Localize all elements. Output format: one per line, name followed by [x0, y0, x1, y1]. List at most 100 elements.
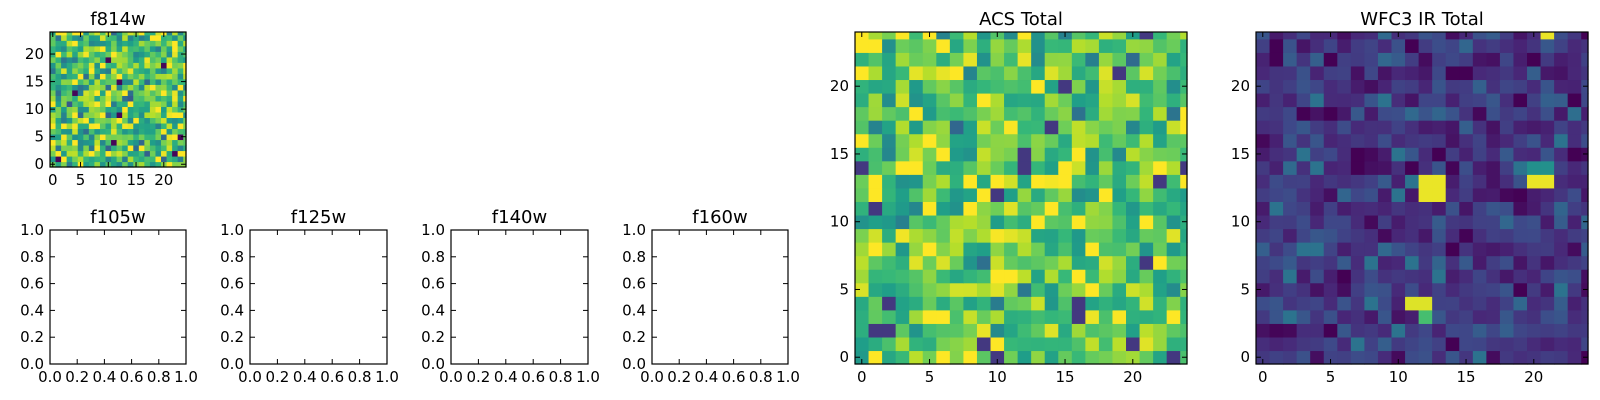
- heatmap-cell: [88, 51, 96, 58]
- heatmap-cell: [1499, 92, 1515, 108]
- heatmap-cell: [922, 296, 937, 311]
- heatmap-cell: [868, 269, 883, 284]
- y-tick-label: 10: [830, 213, 849, 231]
- heatmap-cell: [963, 52, 978, 67]
- heatmap-cell: [1581, 201, 1589, 216]
- heatmap-cell: [72, 161, 79, 168]
- heatmap-cell: [882, 92, 897, 108]
- heatmap-cell: [1418, 214, 1433, 230]
- heatmap-cell: [1031, 52, 1046, 67]
- heatmap-cell: [1166, 350, 1181, 365]
- heatmap-cell: [936, 174, 951, 189]
- heatmap-cell: [66, 133, 73, 141]
- heatmap-cell: [1513, 296, 1528, 311]
- heatmap-cell: [1337, 147, 1352, 162]
- heatmap-cell: [116, 139, 123, 146]
- heatmap-cell: [138, 133, 145, 141]
- heatmap-cell: [1180, 255, 1188, 270]
- x-tick-label: 20: [1524, 368, 1543, 386]
- heatmap-cell: [1044, 174, 1059, 189]
- heatmap-cell: [1166, 106, 1181, 121]
- heatmap-cell: [949, 187, 965, 202]
- heatmap-cell: [1153, 92, 1168, 108]
- heatmap-cell: [1153, 350, 1168, 365]
- heatmap-cell: [1112, 79, 1127, 94]
- heatmap-cell: [909, 282, 924, 297]
- heatmap-cell: [99, 122, 107, 130]
- heatmap-cell: [1139, 133, 1154, 148]
- heatmap-cell: [1296, 350, 1311, 365]
- heatmap-cell: [177, 84, 184, 91]
- heatmap-cell: [1180, 242, 1188, 257]
- heatmap-cell: [99, 32, 107, 36]
- heatmap-cell: [1296, 242, 1311, 257]
- heatmap-cell: [133, 51, 140, 58]
- heatmap-cell: [55, 34, 62, 41]
- heatmap-cell: [1513, 282, 1528, 297]
- heatmap-cell: [1405, 336, 1420, 352]
- heatmap-cell: [949, 174, 965, 189]
- heatmap-cell: [166, 51, 173, 58]
- heatmap-cell: [1323, 120, 1338, 135]
- heatmap-cell: [111, 78, 118, 85]
- heatmap-cell: [50, 40, 57, 47]
- heatmap-cell: [1554, 147, 1569, 162]
- heatmap-cell: [149, 67, 157, 74]
- heatmap-cell: [1323, 160, 1338, 175]
- heatmap-cell: [172, 122, 179, 130]
- heatmap-cell: [1004, 187, 1019, 202]
- heatmap-cell: [1337, 242, 1352, 257]
- heatmap-cell: [1044, 296, 1059, 311]
- heatmap-cell: [94, 100, 101, 107]
- heatmap-cell: [1445, 174, 1460, 189]
- heatmap-cell: [1085, 309, 1100, 324]
- heatmap-cell: [1126, 269, 1141, 284]
- heatmap-cell: [922, 133, 937, 148]
- heatmap-cell: [1472, 228, 1487, 243]
- heatmap-cell: [1126, 133, 1141, 148]
- heatmap-cell: [144, 111, 151, 119]
- heatmap-cell: [1058, 296, 1073, 311]
- heatmap-cell: [1166, 32, 1181, 40]
- heatmap-cell: [1513, 133, 1528, 148]
- heatmap-cell: [1554, 133, 1569, 148]
- heatmap-cell: [1058, 174, 1073, 189]
- heatmap-cell: [1418, 106, 1433, 121]
- heatmap-cell: [61, 122, 68, 130]
- heatmap-cell: [990, 65, 1005, 81]
- heatmap-cell: [1269, 52, 1284, 67]
- heatmap-cell: [1337, 133, 1352, 148]
- y-tick-label: 10: [25, 100, 44, 118]
- heatmap-cell: [1126, 323, 1141, 338]
- heatmap-cell: [1310, 174, 1325, 189]
- heatmap-cell: [1031, 201, 1046, 216]
- heatmap-cell: [1391, 133, 1406, 148]
- heatmap-cell: [1513, 214, 1528, 230]
- heatmap-cell: [1405, 187, 1420, 202]
- heatmap-cell: [83, 144, 90, 152]
- heatmap-cell: [1499, 106, 1515, 121]
- heatmap-cell: [1085, 38, 1100, 53]
- x-tick-label: 0.0: [640, 368, 664, 386]
- heatmap-cell: [1017, 174, 1032, 189]
- heatmap-cell: [1017, 214, 1032, 230]
- heatmap-cell: [922, 269, 937, 284]
- heatmap-cell: [1283, 323, 1298, 338]
- heatmap-cell: [1418, 174, 1433, 189]
- heatmap-cell: [1432, 187, 1447, 202]
- heatmap-cell: [94, 89, 101, 96]
- heatmap-cell: [1554, 52, 1569, 67]
- heatmap-cell: [133, 40, 140, 47]
- heatmap-cell: [1004, 79, 1019, 94]
- heatmap-cell: [1364, 242, 1379, 257]
- heatmap-cell: [166, 106, 173, 113]
- heatmap-cell: [122, 111, 129, 119]
- heatmap-cell: [116, 32, 123, 36]
- heatmap-cell: [1350, 255, 1366, 270]
- heatmap-cell: [83, 84, 90, 91]
- x-tick-label: 0.2: [265, 368, 289, 386]
- heatmap-cell: [1567, 269, 1582, 284]
- heatmap-cell: [1391, 255, 1406, 270]
- heatmap-cell: [1540, 242, 1555, 257]
- heatmap-cell: [1296, 65, 1311, 81]
